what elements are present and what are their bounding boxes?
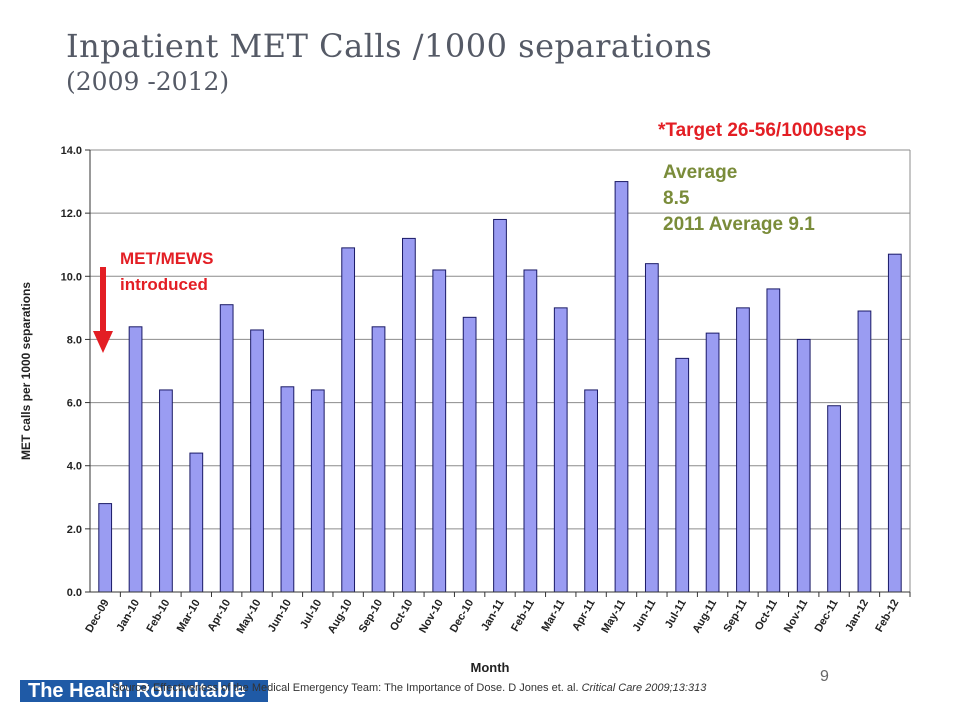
- down-arrow-icon: [93, 267, 113, 353]
- bar: [796, 338, 811, 593]
- bar: [371, 326, 386, 593]
- bar: [827, 405, 841, 593]
- x-tick-label: Nov-10: [417, 598, 446, 636]
- x-tick-label: Dec-10: [448, 598, 476, 635]
- org-name: The Health Roundtable: [28, 680, 246, 702]
- bar: [128, 326, 143, 593]
- x-axis-title: Month: [471, 660, 510, 675]
- x-tick-label: Mar-11: [540, 598, 568, 634]
- average-annotation: Average 8.5 2011 Average 9.1: [663, 160, 815, 238]
- target-annotation: *Target 26-56/1000seps: [658, 120, 867, 141]
- x-tick-label: Jan-12: [843, 598, 871, 634]
- bar: [553, 307, 568, 593]
- bar: [280, 386, 295, 593]
- met-line-2: introduced: [120, 275, 208, 294]
- y-tick-label: 0.0: [67, 587, 82, 599]
- y-tick-label: 8.0: [67, 334, 82, 346]
- bar: [159, 389, 173, 593]
- x-tick-label: Nov-11: [782, 598, 810, 635]
- met-mews-annotation: MET/MEWS introduced: [120, 246, 214, 298]
- page-number: 9: [820, 668, 829, 685]
- y-tick-label: 10.0: [61, 271, 82, 283]
- x-tick-label: Jun-10: [266, 598, 294, 635]
- source-prefix: Source: Effectiveness of the Medical Eme…: [112, 682, 579, 694]
- x-tick-label: Apr-10: [205, 598, 233, 634]
- bar: [736, 307, 750, 593]
- bar: [614, 181, 629, 593]
- x-tick-label: Sep-10: [357, 598, 385, 635]
- x-tick-label: Jul-10: [298, 598, 324, 632]
- y-tick-label: 4.0: [67, 461, 82, 473]
- bar: [644, 263, 659, 593]
- x-tick-label: Sep-11: [721, 598, 749, 635]
- x-tick-label: May-10: [235, 598, 264, 636]
- bar: [219, 304, 234, 593]
- x-tick-label: Feb-10: [144, 598, 172, 635]
- bar: [523, 269, 538, 593]
- bar: [705, 332, 720, 593]
- slide-title: Inpatient MET Calls /1000 separations (2…: [66, 26, 712, 98]
- bar: [584, 389, 598, 593]
- average-value: 8.5: [663, 188, 690, 209]
- bar: [766, 288, 781, 593]
- bar: [98, 503, 113, 593]
- bar: [432, 269, 447, 593]
- title-subtitle: (2009 -2012): [66, 67, 230, 96]
- x-tick-label: Jul-11: [663, 598, 689, 631]
- average-2011: 2011 Average 9.1: [663, 214, 815, 235]
- bar: [675, 357, 690, 593]
- bar: [341, 247, 356, 593]
- x-tick-label: Aug-11: [690, 598, 719, 636]
- x-tick-label: Jan-11: [479, 598, 507, 634]
- axes: [85, 149, 911, 597]
- y-tick-label: 14.0: [61, 145, 82, 157]
- source-journal: Critical Care 2009;13:313: [581, 682, 707, 694]
- title-main: Inpatient MET Calls /1000 separations: [66, 27, 713, 65]
- y-axis-title: MET calls per 1000 separations: [19, 282, 33, 460]
- source-citation: Source: Effectiveness of the Medical Eme…: [112, 682, 706, 694]
- bar: [887, 253, 902, 593]
- bar: [310, 389, 325, 593]
- bar: [250, 329, 264, 593]
- x-tick-label: Jan-10: [114, 598, 142, 634]
- x-tick-label: Feb-11: [509, 598, 537, 634]
- y-tick-label: 6.0: [67, 398, 82, 410]
- x-tick-label: Feb-12: [873, 598, 901, 635]
- bar: [189, 452, 204, 593]
- x-tick-label: Apr-11: [570, 598, 598, 634]
- bar: [493, 218, 507, 593]
- x-tick-label: Oct-11: [753, 598, 780, 633]
- x-tick-label: Aug-10: [326, 598, 355, 636]
- x-tick-label: Dec-09: [83, 598, 111, 635]
- bar: [857, 310, 872, 593]
- x-tick-label: May-11: [599, 598, 628, 636]
- x-tick-label: Mar-10: [175, 598, 203, 635]
- x-tick-label: Oct-10: [388, 598, 416, 634]
- org-banner: The Health Roundtable: [20, 680, 268, 702]
- y-tick-label: 12.0: [61, 208, 82, 220]
- y-tick-label: 2.0: [67, 524, 82, 536]
- average-label: Average: [663, 162, 738, 183]
- x-tick-label: Jun-11: [631, 598, 659, 634]
- x-tick-label: Dec-11: [813, 598, 841, 635]
- bar: [402, 237, 416, 593]
- met-line-1: MET/MEWS: [120, 249, 214, 268]
- bar: [462, 316, 477, 593]
- bars: [98, 181, 902, 593]
